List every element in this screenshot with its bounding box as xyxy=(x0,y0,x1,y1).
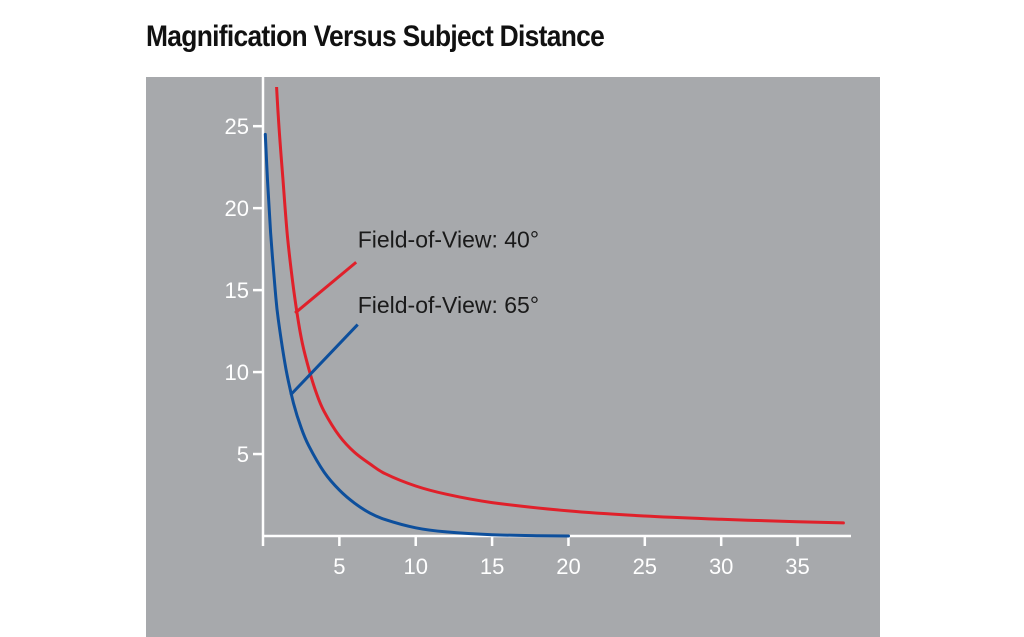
annotation-leader-2 xyxy=(289,323,359,397)
x-tick-label-15: 15 xyxy=(480,554,504,579)
x-tick-label-35: 35 xyxy=(785,554,809,579)
x-tick-label-5: 5 xyxy=(333,554,345,579)
y-tick-label-25: 25 xyxy=(225,114,249,139)
series-layer xyxy=(263,87,845,538)
x-tick-label-25: 25 xyxy=(633,554,657,579)
series-line-1 xyxy=(275,87,845,525)
plot-panel: 5 10 15 20 25 5 10 15 20 25 30 35 Field-of-View: 40… xyxy=(146,77,880,637)
annotation-label-2: Field-of-View: 65° xyxy=(358,292,539,318)
plot-background xyxy=(146,77,880,637)
x-tick-label-20: 20 xyxy=(556,554,580,579)
y-tick-label-15: 15 xyxy=(225,278,249,303)
y-tick-label-20: 20 xyxy=(225,196,249,221)
series-line-2 xyxy=(263,132,570,538)
y-tick-label-10: 10 xyxy=(225,360,249,385)
x-tick-label-10: 10 xyxy=(403,554,427,579)
annotations: Field-of-View: 40° Field-of-View: 65° xyxy=(289,226,539,397)
chart-svg: 5 10 15 20 25 5 10 15 20 25 30 35 Field-of-View: 40… xyxy=(146,77,880,637)
annotation-label-1: Field-of-View: 40° xyxy=(358,226,539,252)
chart-title: Magnification Versus Subject Distance xyxy=(146,20,605,53)
x-tick-label-30: 30 xyxy=(709,554,733,579)
y-tick-label-5: 5 xyxy=(237,442,249,467)
axes: 5 10 15 20 25 5 10 15 20 25 30 35 xyxy=(225,77,851,579)
annotation-leader-1 xyxy=(294,261,358,315)
